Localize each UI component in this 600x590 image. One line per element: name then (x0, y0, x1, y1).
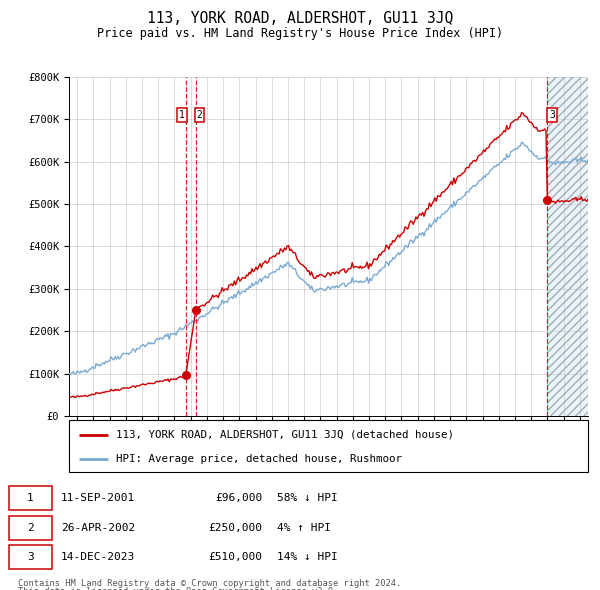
Text: HPI: Average price, detached house, Rushmoor: HPI: Average price, detached house, Rush… (116, 454, 402, 464)
Text: £510,000: £510,000 (209, 552, 263, 562)
FancyBboxPatch shape (9, 516, 52, 539)
FancyBboxPatch shape (69, 420, 588, 472)
Text: This data is licensed under the Open Government Licence v3.0.: This data is licensed under the Open Gov… (18, 587, 338, 590)
FancyBboxPatch shape (9, 546, 52, 569)
Bar (547, 77, 600, 416)
FancyBboxPatch shape (9, 486, 52, 510)
Text: Contains HM Land Registry data © Crown copyright and database right 2024.: Contains HM Land Registry data © Crown c… (18, 579, 401, 588)
Text: 2: 2 (27, 523, 34, 533)
Text: 26-APR-2002: 26-APR-2002 (61, 523, 135, 533)
Text: 113, YORK ROAD, ALDERSHOT, GU11 3JQ: 113, YORK ROAD, ALDERSHOT, GU11 3JQ (147, 11, 453, 25)
Text: Price paid vs. HM Land Registry's House Price Index (HPI): Price paid vs. HM Land Registry's House … (97, 27, 503, 40)
Text: 14% ↓ HPI: 14% ↓ HPI (277, 552, 338, 562)
Text: 113, YORK ROAD, ALDERSHOT, GU11 3JQ (detached house): 113, YORK ROAD, ALDERSHOT, GU11 3JQ (det… (116, 430, 454, 440)
Text: 58% ↓ HPI: 58% ↓ HPI (277, 493, 338, 503)
Text: 2: 2 (197, 110, 203, 120)
Text: 3: 3 (549, 110, 555, 120)
Text: 3: 3 (27, 552, 34, 562)
Text: 14-DEC-2023: 14-DEC-2023 (61, 552, 135, 562)
Text: 1: 1 (27, 493, 34, 503)
Text: £250,000: £250,000 (209, 523, 263, 533)
Text: 4% ↑ HPI: 4% ↑ HPI (277, 523, 331, 533)
Text: 1: 1 (179, 110, 185, 120)
Text: 11-SEP-2001: 11-SEP-2001 (61, 493, 135, 503)
Text: £96,000: £96,000 (215, 493, 263, 503)
Bar (547, 77, 600, 416)
